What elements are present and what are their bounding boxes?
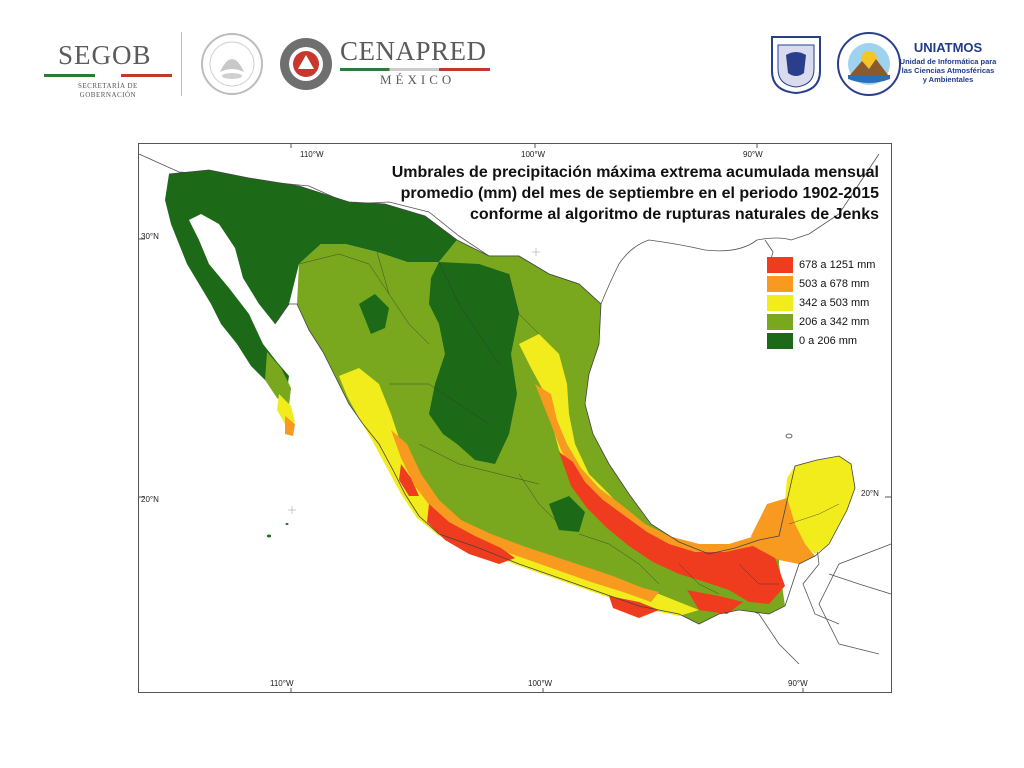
segob-logo: SEGOB SECRETARÍA DE GOBERNACIÓN bbox=[44, 36, 174, 100]
legend-swatch bbox=[767, 276, 793, 292]
precipitation-map: 110°W 100°W 90°W 110°W 100°W 90°W 30°N 2… bbox=[138, 143, 892, 693]
uniatmos-subtitle: Unidad de Informática para las Ciencias … bbox=[898, 57, 998, 84]
segob-tricolor-line bbox=[44, 74, 172, 77]
legend-label: 503 a 678 mm bbox=[799, 278, 870, 290]
map-title: Umbrales de precipitación máxima extrema… bbox=[359, 162, 879, 225]
tick-right-20n: 20°N bbox=[861, 489, 879, 498]
uniatmos-title: UNIATMOS bbox=[913, 40, 983, 55]
segob-subtitle-2: GOBERNACIÓN bbox=[79, 91, 137, 99]
cenapred-subtitle: MÉXICO bbox=[380, 72, 456, 87]
map-title-line-2: promedio (mm) del mes de septiembre en e… bbox=[400, 185, 879, 202]
legend-item: 678 a 1251 mm bbox=[767, 256, 875, 274]
segob-subtitle: SECRETARÍA DE GOBERNACIÓN bbox=[78, 82, 138, 100]
tick-top-100w: 100°W bbox=[521, 150, 546, 159]
legend-label: 0 a 206 mm bbox=[799, 335, 858, 347]
legend-swatch bbox=[767, 295, 793, 311]
legend-label: 678 a 1251 mm bbox=[799, 259, 876, 271]
unam-seal bbox=[771, 36, 821, 95]
uniatmos-subtitle-2: las Ciencias Atmosféricas bbox=[901, 66, 995, 75]
legend-label: 342 a 503 mm bbox=[799, 297, 870, 309]
cenapred-title: CENAPRED bbox=[340, 36, 487, 66]
tick-bottom-110w: 110°W bbox=[270, 679, 294, 688]
legend-item: 503 a 678 mm bbox=[767, 275, 875, 293]
map-legend: 678 a 1251 mm 503 a 678 mm 342 a 503 mm 206… bbox=[767, 256, 875, 351]
header-divider bbox=[181, 32, 182, 96]
segob-title: SEGOB bbox=[58, 40, 152, 70]
tick-left-20n: 20°N bbox=[141, 495, 159, 504]
uniatmos-subtitle-1: Unidad de Informática para bbox=[899, 57, 997, 66]
tick-bottom-90w: 90°W bbox=[788, 679, 808, 688]
tick-top-110w: 110°W bbox=[300, 150, 324, 159]
legend-swatch bbox=[767, 257, 793, 273]
legend-swatch bbox=[767, 333, 793, 349]
legend-swatch bbox=[767, 314, 793, 330]
legend-item: 0 a 206 mm bbox=[767, 332, 875, 350]
header: SEGOB SECRETARÍA DE GOBERNACIÓN CENAPRED… bbox=[0, 0, 1024, 110]
tick-top-90w: 90°W bbox=[743, 150, 763, 159]
uniatmos-logo: UNIATMOS Unidad de Informática para las … bbox=[898, 40, 998, 90]
cenapred-logo: CENAPRED MÉXICO bbox=[278, 36, 498, 94]
tick-left-30n: 30°N bbox=[141, 232, 159, 241]
legend-label: 206 a 342 mm bbox=[799, 316, 870, 328]
cenapred-emblem-icon bbox=[280, 38, 332, 90]
cenapred-tricolor-line bbox=[340, 68, 490, 71]
map-canvas bbox=[139, 144, 891, 692]
map-title-line-1: Umbrales de precipitación máxima extrema… bbox=[391, 164, 879, 181]
legend-item: 206 a 342 mm bbox=[767, 313, 875, 331]
centro-ciencias-atmosfera-logo bbox=[837, 32, 901, 96]
mexico-coat-of-arms-seal bbox=[201, 33, 263, 95]
segob-subtitle-1: SECRETARÍA DE bbox=[78, 82, 138, 90]
map-title-line-3: conforme al algoritmo de rupturas natura… bbox=[470, 206, 879, 223]
uniatmos-subtitle-3: y Ambientales bbox=[922, 75, 974, 84]
tick-bottom-100w: 100°W bbox=[528, 679, 553, 688]
legend-item: 342 a 503 mm bbox=[767, 294, 875, 312]
